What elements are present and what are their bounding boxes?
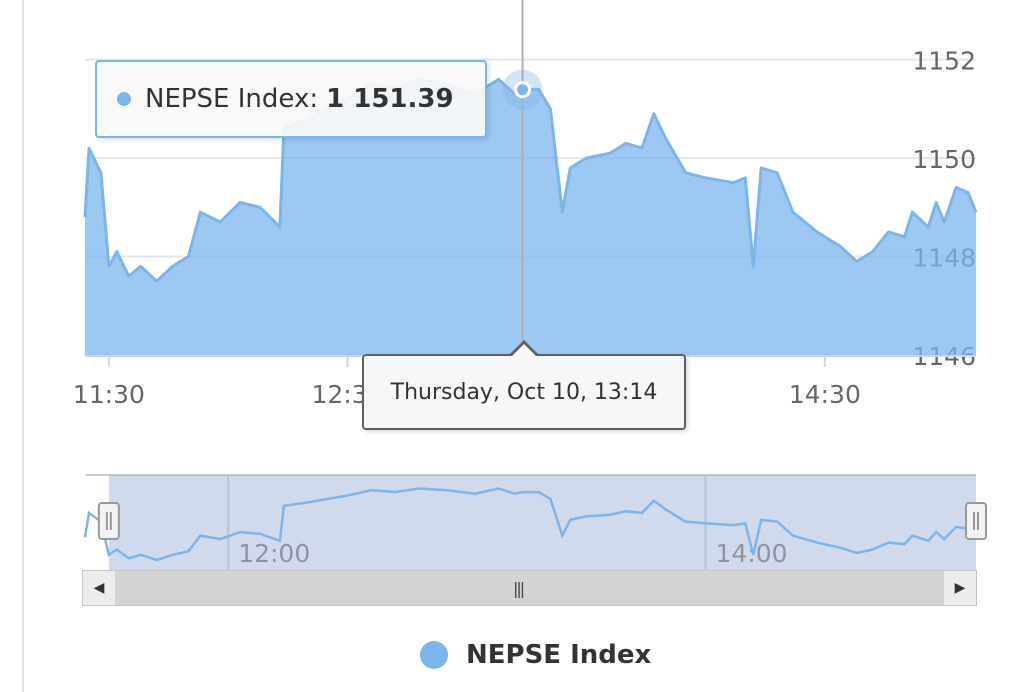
hover-point: [514, 81, 532, 99]
scroll-left-button[interactable]: ◀: [83, 571, 115, 605]
y-tick-label: 1150: [912, 145, 976, 174]
navigator-x-label: 12:00: [238, 539, 310, 568]
legend-item-nepse-index[interactable]: NEPSE Index: [420, 640, 651, 670]
chart-left-border: [22, 0, 24, 692]
x-tick-label: 11:30: [73, 380, 145, 409]
series-line: [83, 77, 978, 283]
series-area: [85, 79, 976, 356]
triangle-left-icon: ◀: [93, 580, 105, 596]
series-tooltip: NEPSE Index: 1 151.39: [95, 60, 487, 138]
navigator-window: [108, 475, 976, 570]
scroll-right-button[interactable]: ▶: [944, 571, 976, 605]
scrollbar-grip-icon[interactable]: |||: [513, 579, 525, 598]
navigator-handle-right: [965, 502, 987, 540]
legend-label: NEPSE Index: [466, 640, 652, 670]
legend-marker-dot: [420, 641, 448, 669]
tooltip-series-label: NEPSE Index:: [145, 84, 319, 114]
time-tooltip-arrow-fill: [511, 344, 537, 357]
tooltip-series-value: 1 151.39: [326, 84, 454, 114]
navigator-handle-left: [97, 502, 120, 540]
series-marker-dot: [117, 92, 131, 106]
navigator-series-line: [83, 487, 977, 562]
time-tooltip: Thursday, Oct 10, 13:14: [362, 354, 686, 430]
tooltip-time-label: Thursday, Oct 10, 13:14: [390, 379, 658, 405]
x-tick-label: 14:30: [789, 380, 861, 409]
navigator-scrollbar[interactable]: ◀ ||| ▶: [82, 570, 977, 606]
y-tick-label: 1152: [912, 47, 976, 76]
triangle-right-icon: ▶: [954, 580, 966, 596]
